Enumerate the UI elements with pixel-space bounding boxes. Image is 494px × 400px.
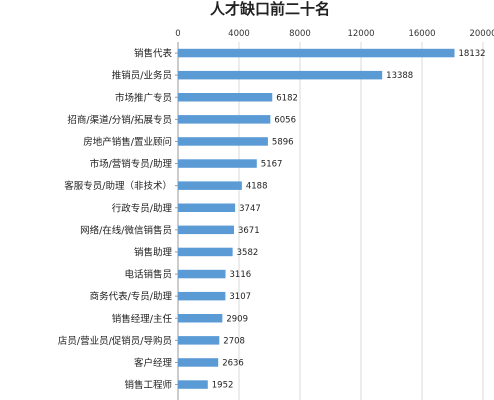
data-label: 18132 bbox=[459, 49, 486, 59]
bar bbox=[178, 380, 208, 389]
x-axis-ticks: 0 4000 8000 12000 16000 20000 bbox=[175, 29, 494, 39]
category-label: 商务代表/专员/助理 bbox=[90, 291, 173, 303]
bar bbox=[178, 314, 223, 323]
data-label: 3582 bbox=[237, 248, 259, 258]
data-label: 5167 bbox=[261, 160, 283, 170]
data-label: 13388 bbox=[386, 71, 413, 81]
category-label: 销售经理/主任 bbox=[112, 313, 173, 325]
bar bbox=[178, 269, 226, 279]
category-label: 市场推广专员 bbox=[115, 92, 172, 104]
bar bbox=[178, 115, 271, 124]
category-label: 网络/在线/微信销售员 bbox=[80, 224, 172, 236]
bar bbox=[178, 358, 219, 367]
data-label: 6056 bbox=[274, 115, 296, 125]
bar bbox=[178, 48, 455, 58]
category-label: 电话销售员 bbox=[124, 269, 172, 281]
bar bbox=[178, 291, 226, 301]
category-label: 推销员/业务员 bbox=[112, 70, 172, 82]
x-tick-label: 0 bbox=[175, 29, 180, 39]
data-label: 3116 bbox=[230, 270, 252, 280]
bar bbox=[178, 336, 220, 345]
data-label: 3671 bbox=[238, 226, 260, 236]
x-tick-label: 8000 bbox=[289, 29, 311, 39]
category-label: 客服专员/助理（非技术） bbox=[64, 180, 172, 192]
x-tick-label: 16000 bbox=[408, 29, 435, 39]
x-tick-label: 20000 bbox=[469, 29, 494, 39]
bar bbox=[178, 203, 236, 212]
data-label: 1952 bbox=[212, 381, 234, 391]
bar bbox=[178, 137, 268, 146]
bar bbox=[178, 159, 257, 168]
data-label: 3747 bbox=[239, 204, 261, 214]
data-label: 4188 bbox=[246, 182, 268, 192]
grid-lines bbox=[238, 42, 484, 400]
x-tick-label: 12000 bbox=[347, 29, 374, 39]
category-label: 行政专员/助理 bbox=[112, 202, 173, 214]
data-label: 2708 bbox=[223, 336, 245, 346]
category-label: 市场/营销专员/助理 bbox=[90, 158, 173, 170]
bar bbox=[178, 70, 383, 80]
category-label: 房地产销售/置业顾问 bbox=[83, 136, 172, 148]
bar bbox=[178, 181, 242, 190]
category-label: 店员/营业员/促销员/导购员 bbox=[58, 335, 172, 347]
data-label: 2636 bbox=[222, 358, 244, 368]
category-labels: 销售代表推销员/业务员市场推广专员招商/渠道/分销/拓展专员房地产销售/置业顾问… bbox=[58, 48, 178, 391]
data-label: 6182 bbox=[276, 93, 298, 103]
category-label: 客户经理 bbox=[134, 357, 173, 369]
category-label: 销售助理 bbox=[134, 246, 173, 258]
data-label: 5896 bbox=[272, 137, 294, 147]
chart-title: 人才缺口前二十名 bbox=[210, 0, 330, 18]
bars bbox=[178, 48, 455, 389]
bar bbox=[178, 93, 273, 102]
category-label: 销售代表 bbox=[134, 48, 173, 60]
category-label: 销售工程师 bbox=[124, 379, 172, 391]
data-label: 2909 bbox=[226, 314, 248, 324]
bar bbox=[178, 247, 233, 257]
x-tick-label: 4000 bbox=[228, 29, 250, 39]
data-label: 3107 bbox=[229, 292, 251, 302]
category-label: 招商/渠道/分销/拓展专员 bbox=[67, 114, 172, 126]
data-labels: 18132 13388 6182 6056 5896 5167 4188 3747 3671 35… bbox=[212, 49, 486, 391]
bar bbox=[178, 225, 234, 235]
